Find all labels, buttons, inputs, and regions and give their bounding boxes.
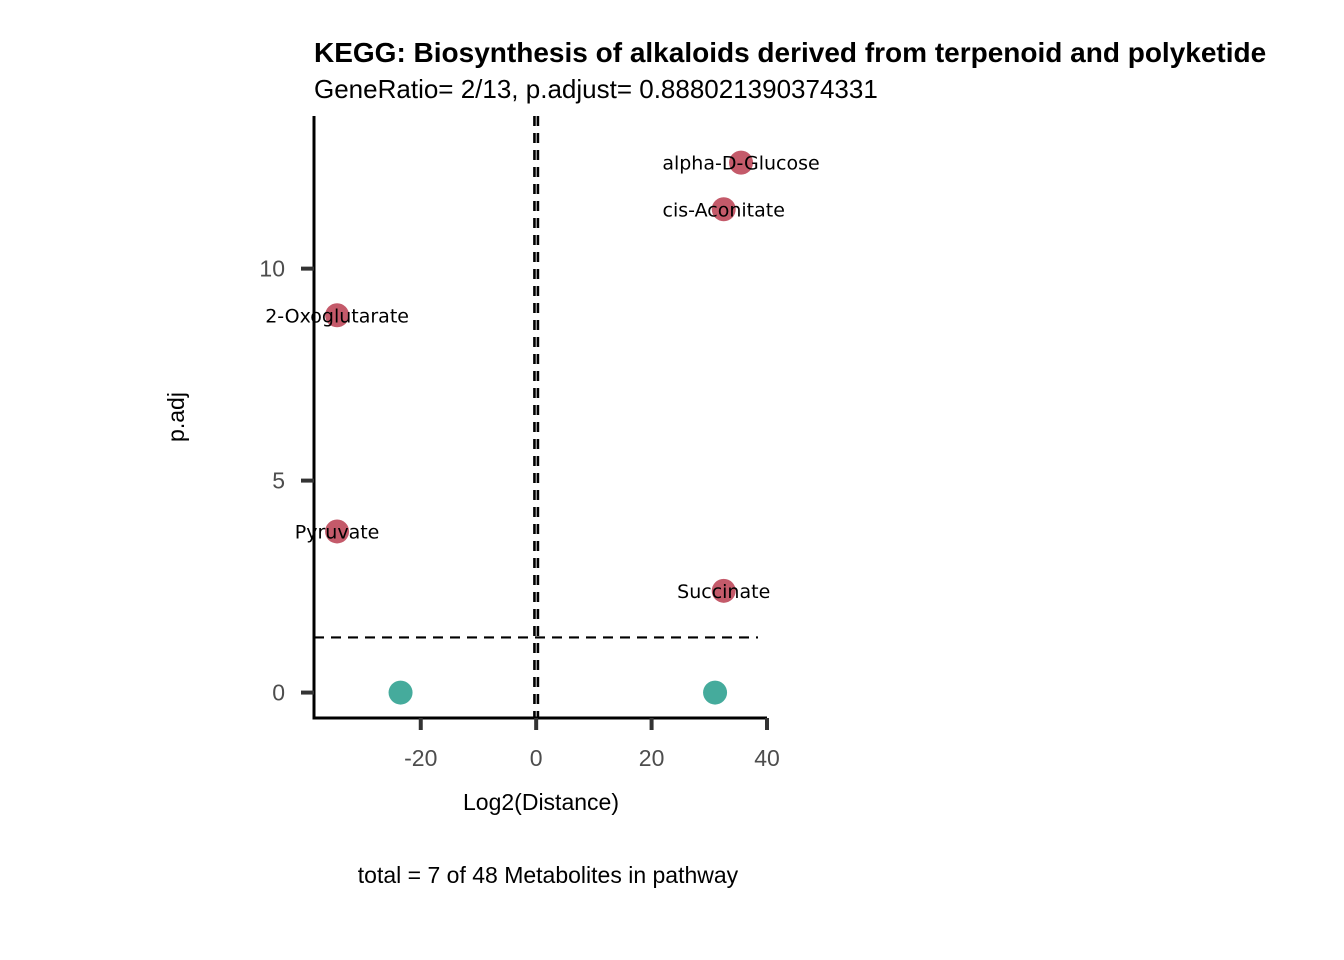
data-point-3 [325,519,350,544]
point-label-2: 2-Oxoglutarate [265,305,409,327]
point-label-0: alpha-D-Glucose [662,153,819,175]
data-point-5 [388,680,413,705]
point-label-1: cis-Aconitate [663,199,785,221]
x-tick-label-0: 0 [530,745,543,771]
data-point-4 [711,578,736,603]
y-tick-label-5: 5 [272,468,285,494]
x-axis-title: Log2(Distance) [463,789,619,815]
x-tick-label--20: -20 [404,745,437,771]
y-axis-title: p.adj [163,392,189,442]
point-label-4: Succinate [677,581,770,603]
x-tick-label-40: 40 [754,745,780,771]
x-tick-label-20: 20 [639,745,665,771]
y-tick-label-10: 10 [259,256,285,282]
y-tick-label-0: 0 [272,680,285,706]
data-point-1 [711,197,736,222]
point-label-3: Pyruvate [295,521,380,543]
chart-subtitle: GeneRatio= 2/13, p.adjust= 0.88802139037… [314,74,878,104]
data-point-6 [703,680,728,705]
data-point-2 [325,303,350,328]
plot-area: -20 0 20 40 0 5 10 alpha-D-Glucose cis-Aconitate… [259,116,820,771]
data-point-0 [729,150,754,175]
chart-title: KEGG: Biosynthesis of alkaloids derived … [314,37,1266,68]
chart-caption: total = 7 of 48 Metabolites in pathway [358,862,739,888]
